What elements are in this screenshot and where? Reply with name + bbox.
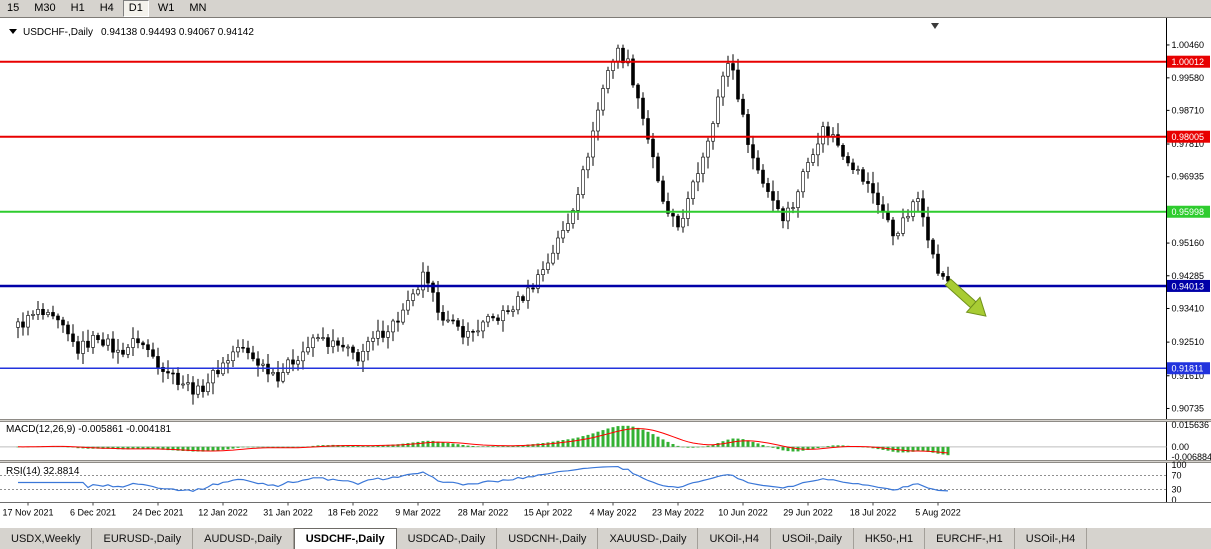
date-axis-tick: 12 Jan 2022 xyxy=(198,508,248,518)
date-axis-tick: 18 Jul 2022 xyxy=(850,508,897,518)
macd-label: MACD(12,26,9) -0.005861 -0.004181 xyxy=(6,424,172,435)
chart-tab-hk50-h1[interactable]: HK50-,H1 xyxy=(854,528,926,549)
rsi-line xyxy=(18,465,949,492)
date-axis-tick: 17 Nov 2021 xyxy=(2,508,53,518)
timeframe-button-d1[interactable]: D1 xyxy=(122,0,149,17)
chart-tab-usoil-daily[interactable]: USOil-,Daily xyxy=(771,528,854,549)
price-line-label xyxy=(1167,279,1210,292)
price-axis-tick: 0.96935 xyxy=(1172,172,1205,182)
date-axis-tick: 10 Jun 2022 xyxy=(718,508,768,518)
price-axis-tick: 0.98710 xyxy=(1172,105,1205,115)
chart-title: USDCHF-,Daily 0.94138 0.94493 0.94067 0.9… xyxy=(23,27,254,38)
chart-tab-usoil-h4[interactable]: USOil-,H4 xyxy=(1015,528,1088,549)
price-line-label xyxy=(1167,205,1210,218)
price-axis-tick: 0.93410 xyxy=(1172,303,1205,313)
date-axis-tick: 29 Jun 2022 xyxy=(783,508,833,518)
chart-tab-ukoil-h4[interactable]: UKOil-,H4 xyxy=(698,528,771,549)
rsi-axis-tick: 100 xyxy=(1172,460,1187,470)
price-axis-tick: 0.92510 xyxy=(1172,337,1205,347)
rsi-axis-tick: 30 xyxy=(1172,485,1182,495)
rsi-axis-tick: 70 xyxy=(1172,471,1182,481)
date-axis-tick: 28 Mar 2022 xyxy=(458,508,509,518)
macd-axis-min: -0.006884 xyxy=(1172,452,1211,462)
macd-axis-max: 0.015636 xyxy=(1172,420,1210,430)
price-axis-tick: 1.00460 xyxy=(1172,40,1205,50)
chart-shift-marker-icon[interactable] xyxy=(931,23,939,29)
timeframe-button-h1[interactable]: H1 xyxy=(70,2,85,14)
trend-arrow[interactable] xyxy=(941,275,992,324)
svg-text:1.00012: 1.00012 xyxy=(1172,57,1205,67)
rsi-axis-tick: 0 xyxy=(1172,495,1177,505)
date-axis-tick: 5 Aug 2022 xyxy=(915,508,961,518)
chart-tab-usdx-weekly[interactable]: USDX,Weekly xyxy=(0,528,93,549)
macd-histogram xyxy=(16,425,950,456)
timeframe-button-mn[interactable]: MN xyxy=(189,2,207,14)
price-axis-tick: 0.95160 xyxy=(1172,238,1205,248)
price-line-label xyxy=(1167,362,1210,375)
svg-text:0.94013: 0.94013 xyxy=(1172,281,1205,291)
timeframe-toolbar: 15 M30 H1 H4 D1 W1 MN xyxy=(0,0,1211,18)
rsi-label: RSI(14) 32.8814 xyxy=(6,466,80,477)
price-axis-tick: 0.90735 xyxy=(1172,403,1205,413)
chart-tab-xauusd-daily[interactable]: XAUUSD-,Daily xyxy=(598,528,699,549)
date-axis-tick: 23 May 2022 xyxy=(652,508,704,518)
date-axis-tick: 31 Jan 2022 xyxy=(263,508,313,518)
candles-layer xyxy=(16,44,950,405)
timeframe-button-m30[interactable]: M30 xyxy=(34,2,56,14)
chart-tab-eurusd-daily[interactable]: EURUSD-,Daily xyxy=(92,528,194,549)
price-axis-tick: 0.97810 xyxy=(1172,139,1205,149)
symbol-dropdown-icon[interactable] xyxy=(9,29,17,34)
timeframe-button-w1[interactable]: W1 xyxy=(157,2,175,14)
chart-window[interactable]: 1.00460 0.99580 0.98710 0.97810 0.96935 0.951… xyxy=(0,18,1211,527)
chart-tab-usdcad-daily[interactable]: USDCAD-,Daily xyxy=(397,528,498,549)
macd-axis-zero: 0.00 xyxy=(1172,442,1190,452)
timeframe-button-h4[interactable]: H4 xyxy=(99,2,114,14)
chart-tab-usdchf-daily[interactable]: USDCHF-,Daily xyxy=(293,528,397,549)
date-axis-tick: 9 Mar 2022 xyxy=(395,508,441,518)
chart-tabbar: USDX,Weekly EURUSD-,Daily AUDUSD-,Daily USD… xyxy=(0,527,1211,549)
chart-tab-audusd-daily[interactable]: AUDUSD-,Daily xyxy=(193,528,294,549)
chart-canvas[interactable]: 1.00460 0.99580 0.98710 0.97810 0.96935 0.951… xyxy=(0,18,1211,527)
price-axis-tick: 0.91610 xyxy=(1172,371,1205,381)
svg-text:0.95998: 0.95998 xyxy=(1172,207,1205,217)
svg-text:0.98005: 0.98005 xyxy=(1172,132,1205,142)
date-axis-tick: 18 Feb 2022 xyxy=(328,508,379,518)
price-axis-tick: 0.99580 xyxy=(1172,73,1205,83)
date-axis-tick: 24 Dec 2021 xyxy=(132,508,183,518)
date-axis-tick: 6 Dec 2021 xyxy=(70,508,116,518)
horizontal-lines xyxy=(0,60,1167,369)
timeframe-button-15[interactable]: 15 xyxy=(7,2,20,14)
price-axis-tick: 0.94285 xyxy=(1172,271,1205,281)
svg-text:0.91811: 0.91811 xyxy=(1172,364,1204,374)
date-axis-tick: 4 May 2022 xyxy=(589,508,636,518)
macd-signal-line xyxy=(17,428,949,454)
price-line-label xyxy=(1167,130,1210,143)
date-axis-tick: 15 Apr 2022 xyxy=(524,508,573,518)
price-line-label xyxy=(1167,55,1210,68)
chart-tab-eurchf-h1[interactable]: EURCHF-,H1 xyxy=(925,528,1015,549)
chart-tab-usdcnh-daily[interactable]: USDCNH-,Daily xyxy=(497,528,599,549)
